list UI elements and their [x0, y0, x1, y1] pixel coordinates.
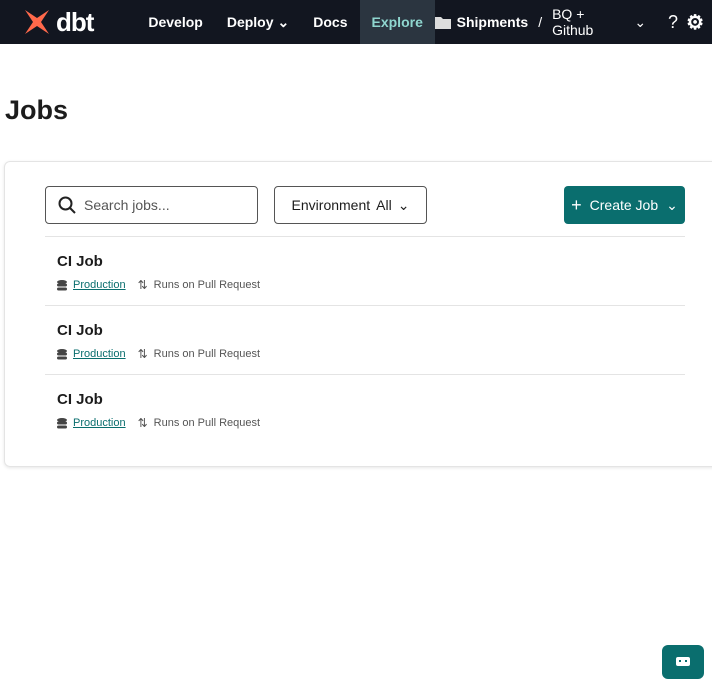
search-icon: [58, 196, 76, 214]
environment-link[interactable]: Production: [73, 417, 126, 429]
job-row[interactable]: CI Job Production ⇅ Runs on Pull Request: [45, 236, 685, 305]
pull-request-icon: ⇅: [137, 278, 148, 292]
job-name[interactable]: CI Job: [57, 391, 103, 408]
job-name[interactable]: CI Job: [57, 253, 103, 270]
dbt-logo[interactable]: dbt: [22, 7, 136, 38]
job-trigger: Runs on Pull Request: [153, 279, 261, 291]
plus-icon: +: [571, 194, 582, 215]
logo-text: dbt: [56, 6, 94, 37]
pull-request-icon: ⇅: [137, 416, 148, 430]
folder-icon: [434, 16, 451, 29]
search-placeholder: Search jobs...: [84, 197, 170, 213]
environment-link[interactable]: Production: [73, 279, 126, 291]
env-value: All: [376, 197, 392, 213]
database-icon: [57, 279, 67, 290]
gear-icon[interactable]: ⚙: [686, 11, 704, 34]
create-job-label: Create Job: [589, 197, 659, 213]
chevron-down-icon: ⌄: [666, 196, 678, 213]
nav-deploy-label: Deploy: [226, 14, 274, 30]
job-trigger: Runs on Pull Request: [153, 348, 261, 360]
project-selector[interactable]: Shipments / BQ + Github ⌄: [434, 6, 647, 38]
top-nav: dbt Develop Deploy ⌄ Docs Explore Shipmen…: [0, 0, 712, 44]
job-name[interactable]: CI Job: [57, 322, 103, 339]
chat-bot-icon: [676, 657, 690, 666]
nav-develop[interactable]: Develop: [148, 14, 203, 30]
project-name: Shipments: [456, 14, 529, 30]
page-title: Jobs: [5, 95, 69, 125]
jobs-card: Search jobs... Environment All ⌄ + Creat…: [4, 161, 712, 467]
create-job-button[interactable]: + Create Job ⌄: [564, 186, 685, 224]
nav-explore[interactable]: Explore: [359, 0, 435, 44]
chevron-down-icon: ⌄: [277, 13, 290, 30]
pull-request-icon: ⇅: [137, 347, 148, 361]
search-input[interactable]: Search jobs...: [45, 186, 258, 224]
chat-button[interactable]: [662, 645, 704, 679]
database-icon: [57, 417, 67, 428]
nav-deploy[interactable]: Deploy ⌄: [215, 0, 301, 44]
chevron-down-icon: ⌄: [634, 13, 647, 30]
environment-link[interactable]: Production: [73, 348, 126, 360]
env-label: Environment: [291, 197, 371, 213]
job-row[interactable]: CI Job Production ⇅ Runs on Pull Request: [45, 305, 685, 374]
environment-name: BQ + Github: [552, 6, 594, 38]
help-icon[interactable]: ?: [668, 11, 679, 32]
database-icon: [57, 348, 67, 359]
chevron-down-icon: ⌄: [397, 196, 410, 213]
nav-docs[interactable]: Docs: [313, 14, 348, 30]
dbt-logo-icon: [25, 10, 49, 34]
job-trigger: Runs on Pull Request: [153, 417, 261, 429]
job-row[interactable]: CI Job Production ⇅ Runs on Pull Request: [45, 374, 685, 443]
separator: /: [538, 14, 543, 30]
environment-filter[interactable]: Environment All ⌄: [274, 186, 427, 224]
